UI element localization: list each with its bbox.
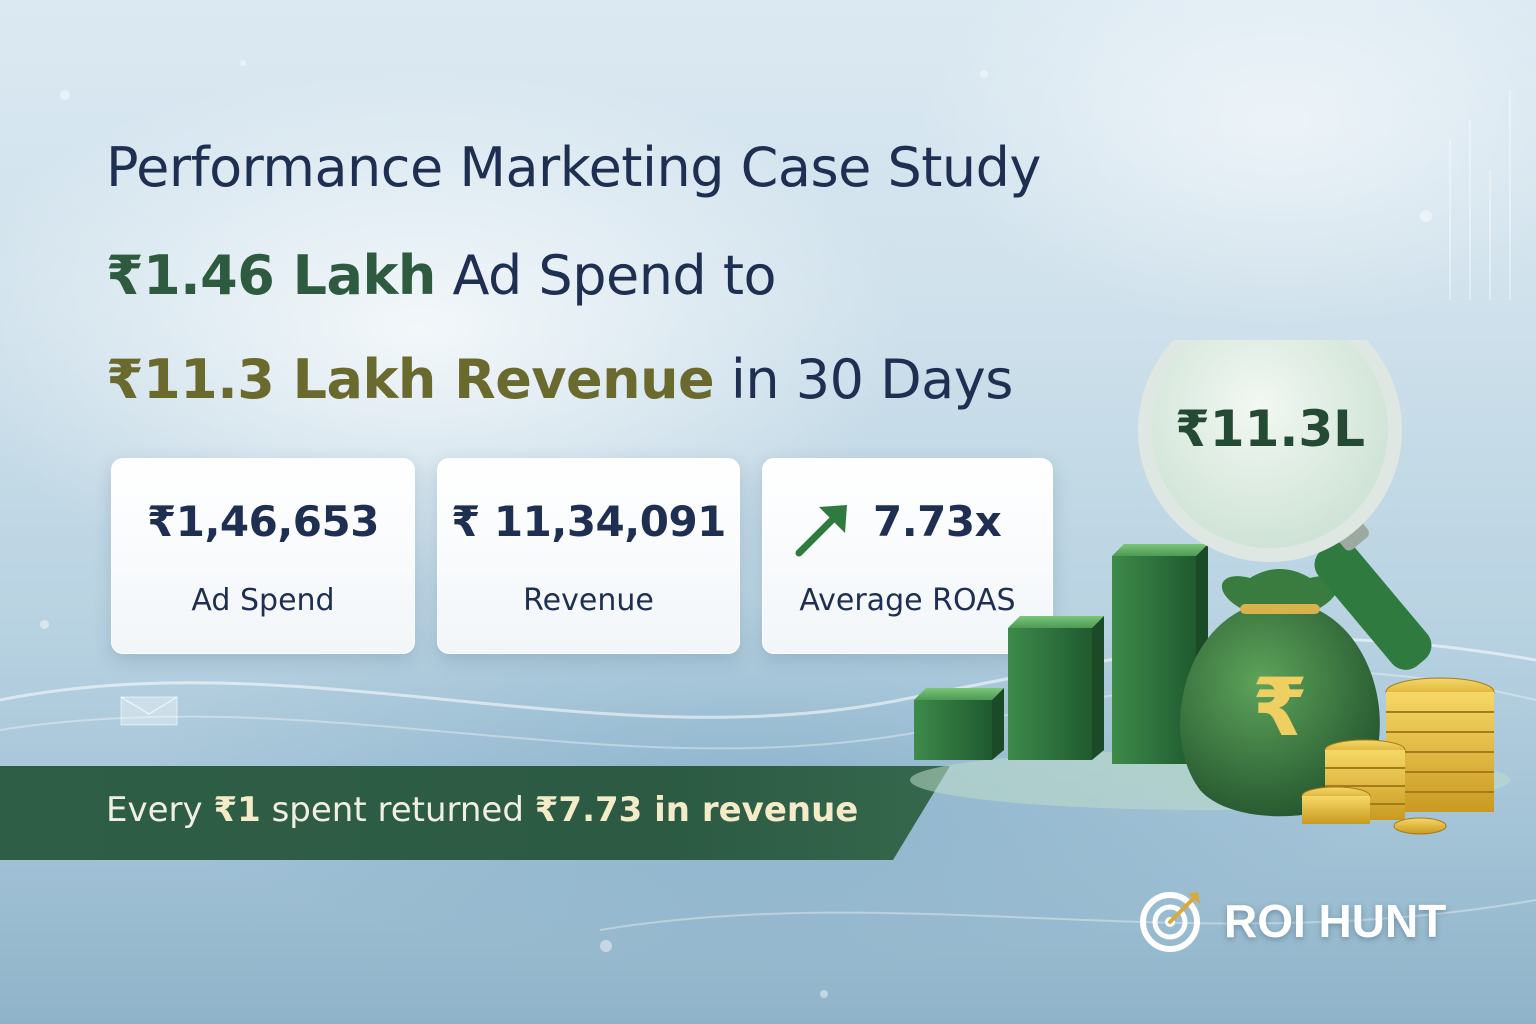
bokeh-dot — [600, 940, 612, 952]
growth-illustration: ₹ ₹11.3L — [910, 340, 1510, 835]
revenue-highlight: ₹11.3 Lakh Revenue — [106, 348, 715, 411]
banner-result: ₹7.73 in revenue — [534, 790, 859, 830]
headline-line2-text: Ad Spend to — [435, 244, 777, 307]
roas-card: 7.73x Average ROAS — [762, 458, 1053, 654]
coin-stack-icon — [1301, 677, 1495, 835]
ad-spend-label: Ad Spend — [191, 583, 335, 618]
bokeh-dot — [40, 620, 49, 629]
bokeh-dot — [240, 60, 246, 66]
envelope-icon — [120, 696, 178, 726]
trend-up-arrow-icon — [795, 505, 847, 557]
revenue-value: ₹ 11,34,091 — [451, 497, 726, 546]
roas-value: 7.73x — [873, 497, 1002, 546]
roi-banner — [0, 766, 950, 860]
ad-spend-highlight: ₹1.46 Lakh — [106, 244, 436, 307]
bokeh-dot — [980, 70, 988, 78]
headline-revenue: ₹11.3 Lakh Revenue in 30 Days — [106, 348, 1013, 411]
ad-spend-value: ₹1,46,653 — [147, 497, 379, 546]
magnifier-value: ₹11.3L — [1175, 400, 1365, 458]
headline-ad-spend: ₹1.46 Lakh Ad Spend to — [106, 244, 777, 307]
headline-title: Performance Marketing Case Study — [106, 136, 1041, 199]
banner-middle: spent returned — [260, 790, 535, 830]
brand-name: ROI HUNT — [1224, 895, 1447, 947]
target-arrow-icon — [1140, 892, 1200, 952]
magnifier-icon: ₹11.3L — [1138, 340, 1432, 670]
roi-banner-text: Every ₹1 spent returned ₹7.73 in revenue — [106, 790, 858, 830]
revenue-label: Revenue — [523, 583, 654, 618]
banner-prefix: Every — [106, 790, 214, 830]
bokeh-dot — [60, 90, 70, 100]
bag-rupee-symbol: ₹ — [1252, 661, 1308, 754]
revenue-card: ₹ 11,34,091 Revenue — [437, 458, 740, 654]
ad-spend-card: ₹1,46,653 Ad Spend — [111, 458, 415, 654]
bar-chart-icon — [914, 544, 1208, 764]
bokeh-dot — [820, 990, 828, 998]
headline-line3-text: in 30 Days — [714, 348, 1014, 411]
banner-one-rupee: ₹1 — [213, 790, 261, 830]
roas-label: Average ROAS — [799, 583, 1016, 618]
bokeh-dot — [1420, 210, 1432, 222]
